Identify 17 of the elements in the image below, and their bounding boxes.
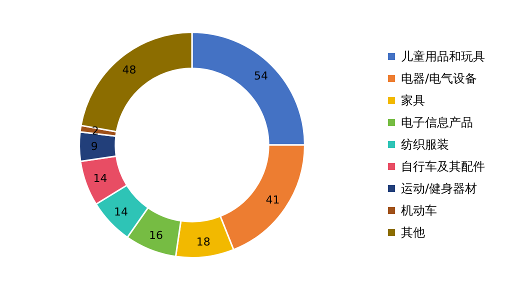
data-label: 18: [196, 235, 210, 248]
legend-label: 电子信息产品: [401, 116, 473, 130]
legend-label: 家具: [401, 94, 425, 108]
data-label: 41: [266, 193, 280, 206]
data-label: 9: [90, 140, 98, 153]
data-label: 54: [254, 69, 268, 82]
data-label: 14: [93, 172, 108, 185]
legend-label: 机动车: [401, 204, 437, 218]
data-label: 14: [114, 206, 128, 219]
legend-label: 纺织服装: [401, 138, 449, 152]
legend-label: 运动/健身器材: [401, 182, 478, 196]
data-label: 48: [122, 64, 136, 77]
legend-label: 儿童用品和玩具: [401, 50, 485, 64]
legend-label: 电器/电气设备: [401, 72, 478, 86]
legend-label: 其他: [401, 226, 425, 240]
legend-label: 自行车及其配件: [401, 160, 485, 174]
data-label: 16: [148, 229, 163, 242]
